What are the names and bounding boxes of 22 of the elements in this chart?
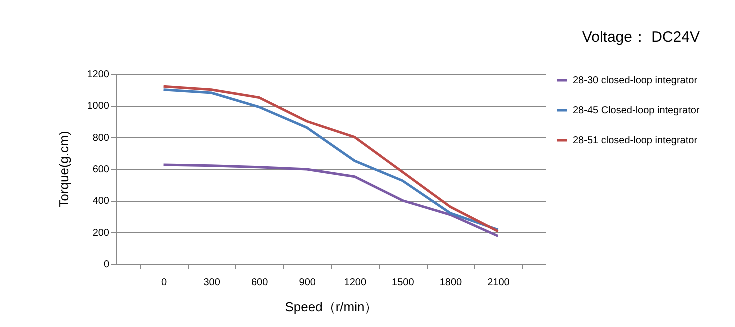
y-tick-label: 200 bbox=[92, 228, 110, 239]
y-tick-label: 800 bbox=[92, 132, 110, 144]
legend-label: 28-30 closed-loop integrator bbox=[573, 76, 698, 86]
y-tick-label: 1200 bbox=[87, 70, 110, 80]
legend-label: 28-45 Closed-loop integrator bbox=[573, 106, 700, 116]
y-tick-label: 400 bbox=[92, 196, 110, 208]
x-tick-label: 1800 bbox=[440, 278, 463, 288]
x-tick-label: 900 bbox=[299, 278, 316, 288]
y-tick-label: 0 bbox=[104, 260, 110, 270]
y-axis-title: Torque(g.cm) bbox=[56, 131, 72, 208]
x-tick-label: 600 bbox=[251, 278, 269, 288]
x-tick-label: 1200 bbox=[344, 278, 367, 288]
line-series bbox=[162, 164, 500, 238]
x-tick-label: 300 bbox=[204, 278, 221, 288]
text: Voltage： DC24V bbox=[582, 29, 700, 46]
y-tick-label: 600 bbox=[92, 164, 110, 176]
y-tick-label: 1000 bbox=[87, 101, 110, 112]
x-tick-label: 1500 bbox=[392, 278, 415, 288]
x-tick-label: 0 bbox=[161, 278, 168, 288]
x-tick-label: 2100 bbox=[488, 278, 510, 288]
x-axis-title: Speed（r/min） bbox=[285, 300, 378, 314]
legend-label: 28-51 closed-loop integrator bbox=[573, 136, 698, 146]
